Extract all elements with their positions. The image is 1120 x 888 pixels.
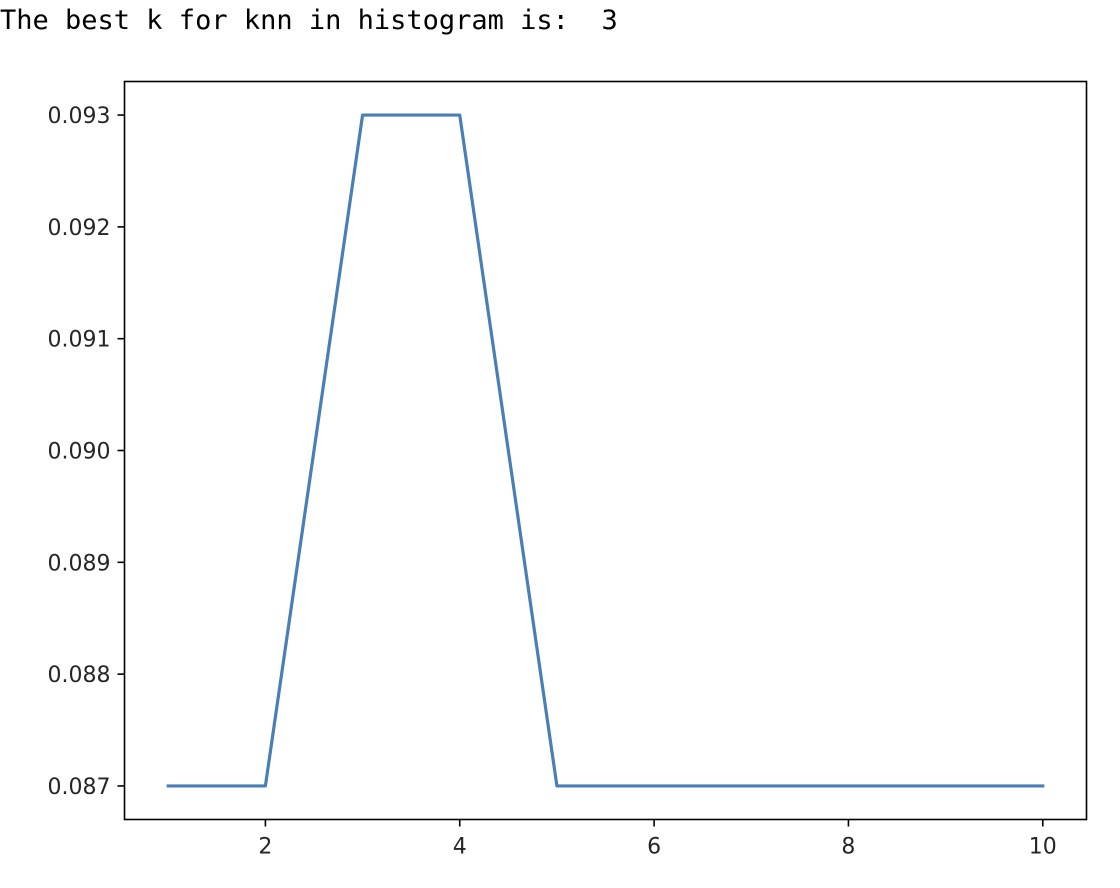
x-tick-label: 2: [258, 835, 272, 860]
x-tick-label: 6: [647, 835, 661, 860]
plot-frame: [123, 80, 1088, 821]
y-tick-label: 0.087: [48, 775, 111, 800]
y-tick-label: 0.092: [48, 216, 111, 241]
cell-output-text: The best k for knn in histogram is: 3: [0, 5, 618, 36]
x-tick-label: 8: [841, 835, 855, 860]
series-layer: [166, 113, 1045, 788]
x-tick-label: 10: [1029, 835, 1057, 860]
series-line: [166, 113, 1045, 788]
y-tick-label: 0.088: [48, 663, 111, 688]
x-axis-ticks: 2 4 6 8 10: [258, 819, 1057, 860]
x-tick-label: 4: [453, 835, 467, 860]
y-axis-ticks: 0.087 0.088 0.089 0.090 0.091 0.092 0.093: [48, 104, 125, 800]
y-tick-label: 0.091: [48, 328, 111, 353]
y-tick-label: 0.090: [48, 440, 111, 465]
y-tick-label: 0.093: [48, 104, 111, 129]
y-tick-label: 0.089: [48, 551, 111, 576]
